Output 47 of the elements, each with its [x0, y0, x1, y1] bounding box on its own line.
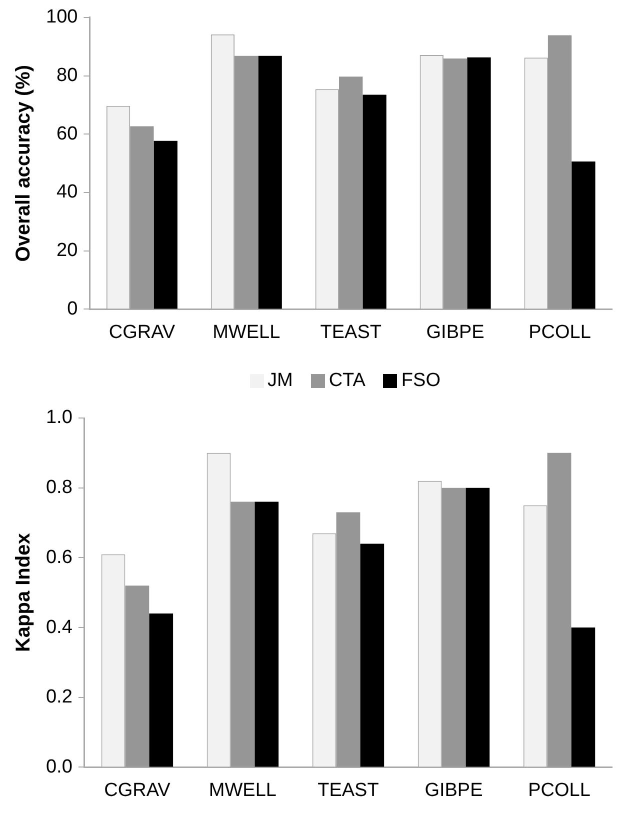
bar	[362, 94, 386, 309]
y-tick-label: 80	[56, 64, 78, 86]
bar	[466, 488, 490, 767]
x-tick-label: CGRAV	[104, 780, 171, 801]
legend-label: FSO	[401, 370, 440, 392]
y-tick-label: 0.0	[46, 756, 72, 778]
y-tick-label: 20	[56, 240, 78, 262]
y-tick-label: 0.4	[46, 616, 73, 638]
x-tick-label: MWELL	[212, 322, 280, 343]
x-tick-label: GIBPE	[424, 780, 483, 801]
y-tick-label: 1.0	[46, 407, 72, 428]
bar	[254, 502, 279, 767]
bar	[230, 502, 255, 767]
bar	[339, 76, 363, 309]
x-tick-label: PCOLL	[528, 322, 591, 343]
y-axis-title: Overall accuracy (%)	[12, 64, 35, 262]
y-tick-label: 60	[56, 123, 78, 144]
bar	[360, 544, 384, 767]
bar	[442, 488, 466, 767]
bar	[258, 56, 282, 309]
y-tick-label: 100	[46, 6, 78, 28]
x-tick-label: TEAST	[320, 322, 382, 343]
y-tick-label: 0.6	[46, 546, 72, 568]
bar	[571, 628, 596, 767]
bar	[548, 35, 572, 309]
x-tick-label: MWELL	[208, 780, 276, 801]
bar	[154, 140, 178, 309]
y-tick-label: 0.8	[46, 477, 72, 498]
bar	[125, 586, 150, 767]
bar	[234, 56, 258, 309]
bar	[547, 452, 572, 767]
bar	[572, 162, 596, 309]
x-tick-label: TEAST	[318, 780, 380, 801]
bar	[467, 57, 491, 309]
bar	[443, 58, 468, 309]
x-tick-label: CGRAV	[108, 322, 176, 343]
y-tick-label: 0	[67, 298, 78, 320]
y-tick-label: 40	[56, 182, 78, 203]
x-tick-label: GIBPE	[426, 322, 484, 343]
y-axis-title: Kappa Index	[12, 533, 35, 652]
x-tick-label: PCOLL	[528, 780, 590, 801]
bar	[130, 126, 154, 309]
y-tick-label: 0.2	[46, 686, 72, 708]
legend-label: CTA	[328, 370, 366, 392]
bar	[149, 614, 174, 767]
legend-label: JM	[268, 370, 293, 392]
bar	[336, 512, 360, 767]
